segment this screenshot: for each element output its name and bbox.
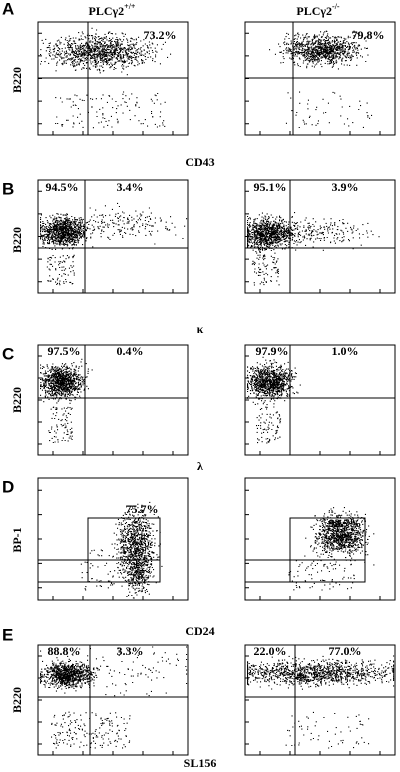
cell-dots xyxy=(288,507,375,591)
percent-label: 97.9% xyxy=(256,344,289,358)
cell-dots xyxy=(269,30,373,129)
y-axis-label: B220 xyxy=(10,687,24,713)
percent-label: 93.7% xyxy=(329,516,362,530)
cell-dots xyxy=(40,27,172,129)
percent-label: 94.5% xyxy=(46,180,79,194)
marker-label: λ xyxy=(197,459,203,473)
percent-label: 1.0% xyxy=(332,344,359,358)
y-axis-label: B220 xyxy=(10,227,24,253)
plot-frame xyxy=(244,644,396,756)
percent-label: 95.1% xyxy=(254,180,287,194)
axis-ticks xyxy=(245,655,381,755)
cell-dots xyxy=(80,501,163,599)
header-sup: +/+ xyxy=(124,2,136,11)
cell-dots xyxy=(247,356,301,444)
gate xyxy=(37,559,161,583)
axis-ticks xyxy=(38,355,174,455)
panel-letter: D xyxy=(2,477,14,496)
axis-ticks xyxy=(38,489,174,600)
y-axis-label: B220 xyxy=(10,67,24,93)
percent-label: 79.8% xyxy=(352,28,385,42)
axis-ticks xyxy=(38,32,174,135)
percent-label: 73.2% xyxy=(144,28,177,42)
percent-label: 3.9% xyxy=(332,180,359,194)
percent-label: 97.5% xyxy=(48,344,81,358)
panel-letter: B xyxy=(2,179,14,198)
panel-letter: E xyxy=(2,625,13,644)
percent-label: 77.0% xyxy=(329,644,362,658)
plot-frame xyxy=(37,644,189,756)
y-axis-label: B220 xyxy=(10,387,24,413)
percent-label: 88.8% xyxy=(48,644,81,658)
plot-frame xyxy=(37,344,189,456)
marker-label: CD43 xyxy=(185,155,214,169)
x-axis-label: SL156 xyxy=(184,756,217,770)
percent-label: 3.3% xyxy=(117,644,144,658)
marker-label: κ xyxy=(197,322,204,336)
percent-label: 75.7% xyxy=(126,502,159,516)
panel-letter: A xyxy=(2,0,14,18)
marker-label: CD24 xyxy=(185,624,214,638)
panel-letter: C xyxy=(2,344,14,363)
column-header: PLCγ2+/+ xyxy=(89,2,136,18)
cell-dots xyxy=(40,202,188,286)
gate xyxy=(244,559,366,583)
cell-dots xyxy=(40,646,188,749)
column-header: PLCγ2-/- xyxy=(296,2,340,18)
axis-ticks xyxy=(245,489,381,600)
y-axis-label: BP-1 xyxy=(10,527,24,552)
percent-label: 22.0% xyxy=(254,644,287,658)
percent-label: 0.4% xyxy=(117,344,144,358)
cell-dots xyxy=(247,212,380,286)
axis-ticks xyxy=(38,655,174,755)
header-base: PLCγ2 xyxy=(296,4,332,18)
axis-ticks xyxy=(38,190,174,293)
header-sup: -/- xyxy=(332,2,340,11)
cell-dots xyxy=(40,358,93,444)
cell-dots xyxy=(247,653,395,749)
header-base: PLCγ2 xyxy=(89,4,125,18)
percent-label: 3.4% xyxy=(117,180,144,194)
